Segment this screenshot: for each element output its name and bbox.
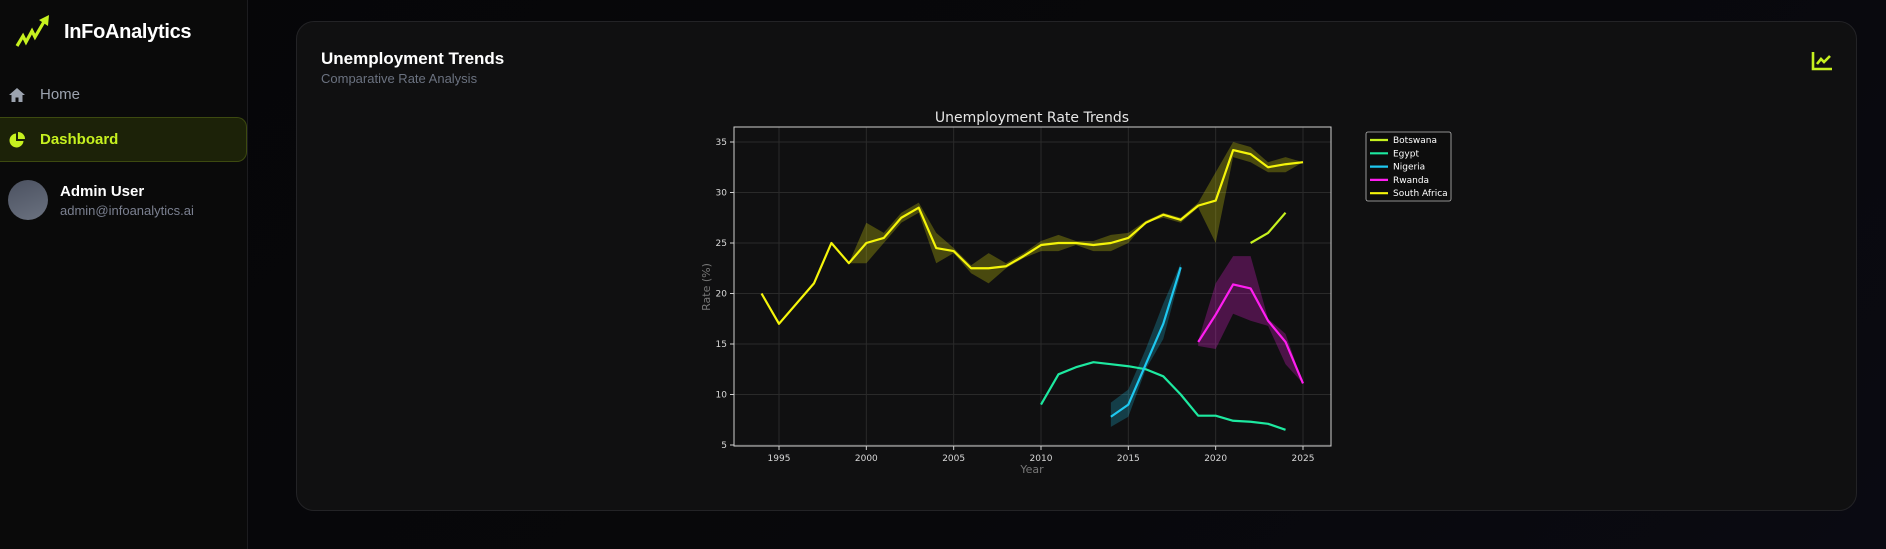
x-tick-label: 2025 [1292, 454, 1315, 464]
series-line [1110, 266, 1182, 418]
sidebar-item-dashboard[interactable]: Dashboard [0, 117, 247, 162]
x-tick-label: 2020 [1204, 454, 1227, 464]
user-profile[interactable]: Admin User admin@infoanalytics.ai [8, 180, 194, 220]
legend-entry: Botswana [1393, 136, 1437, 146]
user-name: Admin User [60, 182, 145, 200]
sidebar-item-label: Dashboard [40, 131, 119, 148]
chart-title: Unemployment Rate Trends [935, 110, 1129, 126]
y-tick-label: 25 [716, 239, 727, 249]
card-subtitle: Comparative Rate Analysis [321, 71, 478, 86]
sidebar-item-label: Home [40, 86, 81, 103]
series-line [1197, 283, 1305, 384]
confidence-band [1198, 256, 1303, 384]
chart-legend: Botswana Egypt Nigeria Rwanda South Africa [1365, 131, 1452, 202]
app-name: InFoAnalytics [64, 20, 192, 43]
y-tick-label: 15 [716, 340, 727, 350]
home-icon [8, 86, 26, 104]
card-title: Unemployment Trends [321, 49, 505, 68]
line-chart-icon[interactable] [1810, 49, 1834, 73]
x-tick-label: 2005 [942, 454, 965, 464]
axis-ticks: 1995 2000 2005 2010 2015 2020 2025510152025303… [716, 138, 1315, 464]
y-tick-label: 35 [716, 138, 727, 148]
user-email: admin@infoanalytics.ai [60, 202, 194, 218]
confidence-band [761, 142, 1303, 324]
x-tick-label: 2010 [1030, 454, 1053, 464]
series-line [760, 148, 1304, 325]
series-lines [760, 148, 1305, 431]
x-tick-label: 2015 [1117, 454, 1140, 464]
chart-card: Unemployment Trends Comparative Rate Ana… [296, 21, 1857, 511]
sidebar: InFoAnalytics Home Dashboard Admin User … [0, 0, 248, 549]
series-line [1040, 361, 1286, 431]
confidence-bands [761, 142, 1303, 427]
y-tick-label: 5 [721, 441, 727, 451]
sidebar-item-home[interactable]: Home [0, 72, 247, 117]
x-tick-label: 1995 [768, 454, 791, 464]
y-tick-label: 30 [716, 189, 728, 199]
legend-entry: Nigeria [1393, 163, 1425, 173]
brand[interactable]: InFoAnalytics [14, 12, 192, 52]
legend-entry: South Africa [1393, 189, 1448, 199]
legend-entry: Rwanda [1393, 176, 1429, 186]
y-tick-label: 20 [716, 290, 728, 300]
y-axis-label: Rate (%) [700, 263, 713, 311]
chart-grid [734, 127, 1331, 446]
avatar [8, 180, 48, 220]
confidence-band [1110, 263, 1181, 427]
x-tick-label: 2000 [855, 454, 878, 464]
pie-chart-icon [8, 131, 26, 149]
trending-up-logo-icon [15, 15, 49, 47]
series-line [1250, 211, 1287, 244]
legend-entry: Egypt [1393, 149, 1419, 159]
x-axis-label: Year [1019, 463, 1044, 476]
y-tick-label: 10 [716, 391, 728, 401]
plot-frame [733, 126, 1332, 447]
